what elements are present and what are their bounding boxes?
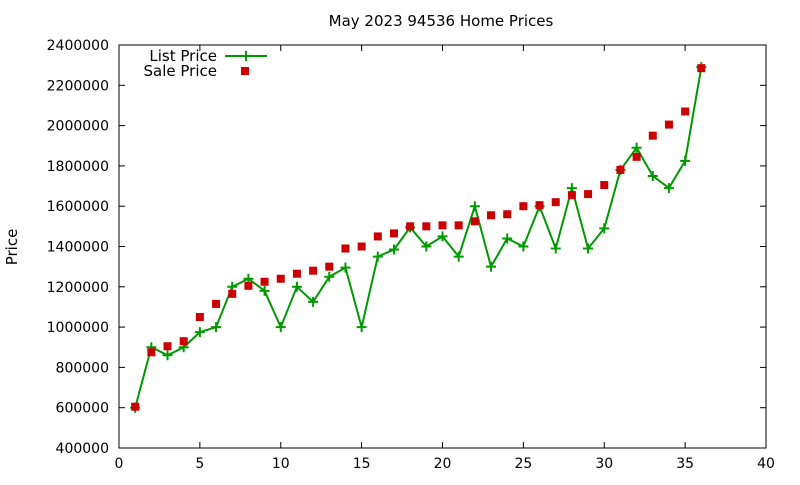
y-tick-label: 1800000: [47, 159, 109, 175]
sale-price-point: [551, 198, 560, 207]
sale-price-point: [454, 221, 463, 230]
list-price-point: [162, 350, 173, 361]
sale-price-point: [422, 222, 431, 231]
y-tick-label: 1400000: [47, 240, 109, 256]
sale-price-point: [487, 211, 496, 220]
sale-price-point: [276, 274, 285, 283]
y-tick-label: 2200000: [47, 78, 109, 94]
sale-price-point: [503, 210, 512, 219]
x-tick-label: 25: [514, 456, 532, 472]
sale-price-point: [600, 181, 609, 190]
list-price-point: [550, 243, 561, 254]
plot-frame: [118, 44, 767, 449]
sale-price-point: [179, 337, 188, 346]
list-price-point: [388, 244, 399, 255]
sale-price-point: [341, 244, 350, 253]
sale-price-point: [131, 402, 140, 411]
y-tick-label: 2400000: [47, 38, 109, 54]
list-price-point: [647, 170, 658, 181]
list-price-point: [291, 281, 302, 292]
sale-price-point: [292, 269, 301, 278]
list-price-point: [680, 155, 691, 166]
sale-price-point: [309, 266, 318, 275]
sale-price-point: [697, 64, 706, 73]
x-tick-label: 40: [757, 456, 775, 472]
sale-price-point: [535, 201, 544, 210]
sale-price-point: [212, 299, 221, 308]
sale-price-point: [664, 120, 673, 129]
y-tick-label: 2000000: [47, 119, 109, 135]
sale-price-point: [228, 289, 237, 298]
x-tick-label: 30: [595, 456, 613, 472]
sale-price-point: [163, 342, 172, 351]
y-axis-label: Price: [3, 229, 21, 266]
x-tick-label: 0: [115, 456, 124, 472]
legend: List Price Sale Price: [144, 47, 267, 80]
sale-price-point: [147, 348, 156, 357]
list-price-point: [421, 241, 432, 252]
sale-price-point: [325, 262, 334, 271]
list-price-point: [518, 241, 529, 252]
y-tick-label: 600000: [56, 401, 109, 417]
list-price-point: [453, 251, 464, 262]
sale-price-point: [616, 165, 625, 174]
list-price-point: [437, 231, 448, 242]
sale-price-point: [470, 217, 479, 226]
y-tick-label: 1200000: [47, 280, 109, 296]
sale-price-point: [406, 222, 415, 231]
sale-price-point: [244, 281, 253, 290]
x-tick-label: 5: [195, 456, 204, 472]
list-price-point: [340, 262, 351, 273]
sale-price-point: [438, 221, 447, 230]
list-price-point: [211, 322, 222, 333]
list-price-point: [356, 322, 367, 333]
x-tick-label: 15: [353, 456, 371, 472]
x-tick-label: 20: [434, 456, 452, 472]
legend-marker-list-price: [241, 51, 251, 61]
y-tick-label: 800000: [56, 360, 109, 376]
list-price-point: [502, 233, 513, 244]
list-price-point: [469, 201, 480, 212]
list-price-point: [631, 142, 642, 153]
chart-title: May 2023 94536 Home Prices: [329, 12, 554, 30]
sale-price-point: [648, 131, 657, 140]
sale-price-point: [195, 313, 204, 322]
sale-price-point: [260, 277, 269, 286]
y-tick-label: 400000: [56, 441, 109, 457]
list-price-point: [486, 261, 497, 272]
sale-price-point: [389, 229, 398, 238]
list-price-point: [259, 285, 270, 296]
list-price-point: [194, 327, 205, 338]
list-price-point: [324, 271, 335, 282]
y-tick-label: 1000000: [47, 320, 109, 336]
list-price-point: [583, 243, 594, 254]
legend-marker-sale-price: [241, 67, 249, 75]
axes: 0 5 10 15 20 25 30 35 40 400000 600000 800000 100000…: [47, 38, 775, 472]
y-tick-label: 1600000: [47, 199, 109, 215]
list-price-point: [372, 251, 383, 262]
list-price-point: [663, 183, 674, 194]
legend-label-list-price: List Price: [149, 47, 217, 65]
list-price-point: [599, 223, 610, 234]
sale-price-point: [357, 242, 366, 251]
x-tick-label: 10: [272, 456, 290, 472]
list-price-point: [275, 322, 286, 333]
sale-price-point: [373, 232, 382, 241]
sale-price-point: [519, 202, 528, 211]
list-price-point: [308, 296, 319, 307]
list-price-line: [134, 66, 703, 408]
sale-price-point: [632, 152, 641, 161]
sale-price-point: [681, 107, 690, 116]
series-layer: [130, 62, 707, 413]
x-tick-label: 35: [676, 456, 694, 472]
sale-price-point: [567, 191, 576, 200]
legend-label-sale-price: Sale Price: [144, 62, 217, 80]
sale-price-point: [584, 190, 593, 199]
